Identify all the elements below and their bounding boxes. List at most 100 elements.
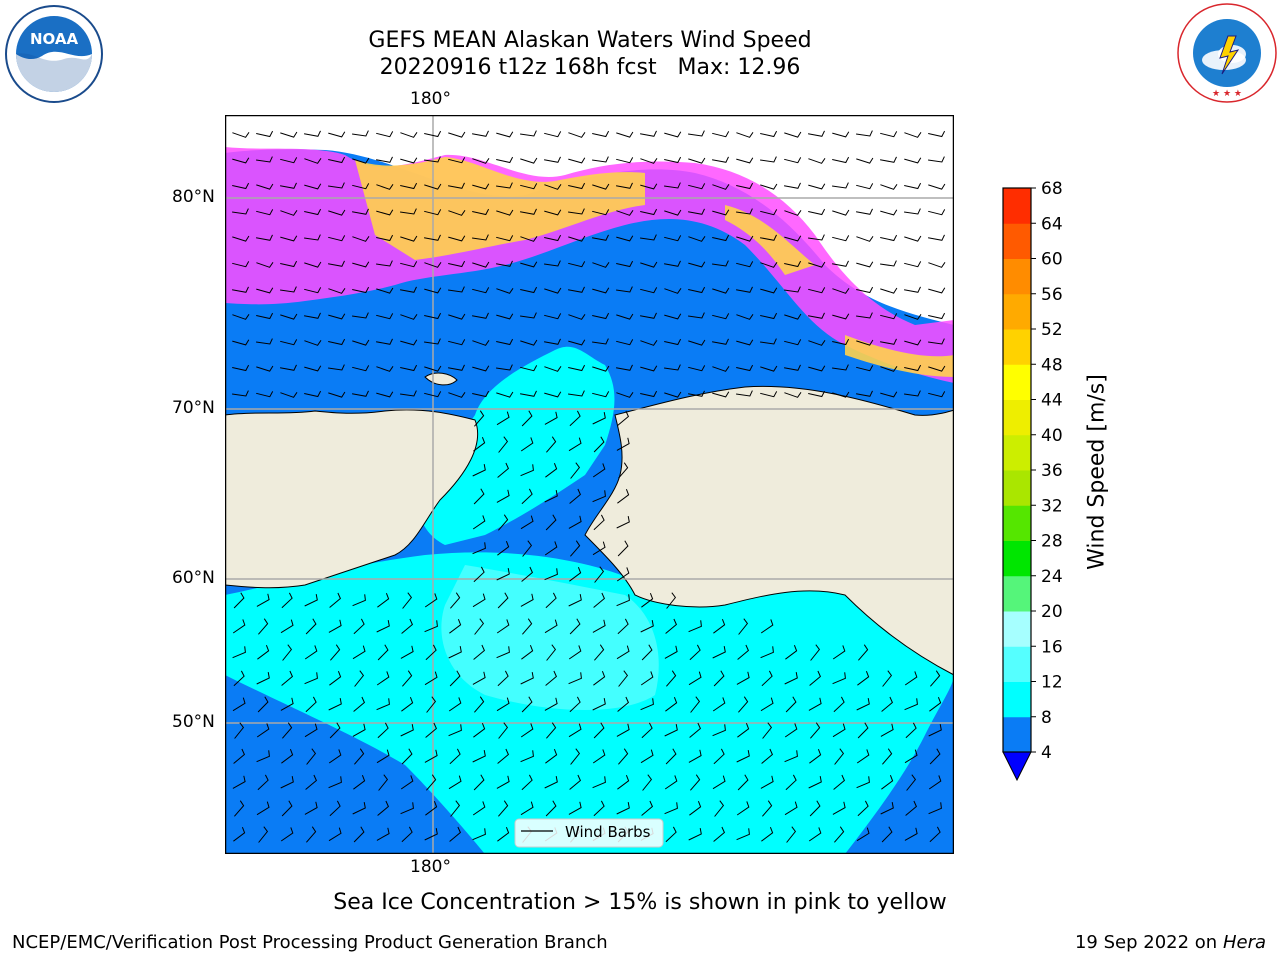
wind-barb: [640, 130, 657, 137]
wind-barb: [712, 775, 726, 790]
wind-barb: [353, 826, 365, 843]
wind-barb: [666, 670, 677, 687]
wind-barb: [928, 391, 946, 398]
wind-barb: [760, 287, 778, 294]
wind-barb: [617, 410, 630, 426]
wind-barb: [568, 261, 586, 268]
wind-barb: [497, 462, 510, 478]
wind-barb: [641, 800, 654, 816]
wind-barb: [496, 235, 514, 242]
wind-barb: [856, 183, 874, 190]
wind-barb: [401, 618, 414, 634]
wind-barb: [280, 235, 298, 242]
wind-barb: [712, 724, 726, 737]
wind-barb: [256, 365, 274, 372]
colorbar-segment: [1003, 399, 1031, 436]
wind-barb: [304, 672, 318, 685]
wind-barb: [521, 488, 533, 505]
wind-barb: [640, 287, 658, 294]
wind-barb: [616, 260, 634, 268]
wind-barb: [616, 339, 634, 346]
wind-barb: [808, 130, 825, 137]
wind-barb: [784, 157, 802, 164]
wind-barb: [305, 618, 317, 635]
wind-barb: [592, 156, 609, 163]
wind-barb: [496, 697, 510, 712]
wind-barb: [376, 131, 394, 138]
wind-barb: [424, 156, 441, 163]
colorbar-tick-label: 48: [1041, 355, 1063, 375]
wind-barb: [592, 287, 610, 294]
wind-barb: [592, 463, 606, 478]
wind-barb: [808, 827, 822, 842]
wind-barb: [640, 365, 658, 372]
wind-barb: [376, 234, 394, 242]
wind-barb: [592, 541, 606, 556]
wind-barb: [856, 749, 870, 764]
colorbar-segment: [1003, 575, 1031, 612]
wind-barb: [376, 287, 394, 294]
wind-barb: [664, 338, 682, 346]
wind-barb: [808, 340, 826, 346]
wind-barb: [593, 671, 606, 686]
lat-label-70: 70°N: [172, 398, 215, 418]
wind-barb: [880, 723, 894, 737]
wind-barb: [616, 157, 634, 164]
wind-barb: [256, 287, 274, 294]
colorbar-segment: [1003, 188, 1031, 224]
lat-label-80: 80°N: [172, 187, 215, 207]
wind-barb: [857, 800, 869, 817]
wind-barb: [928, 802, 942, 815]
wind-barb: [256, 156, 273, 163]
wind-barb: [280, 286, 297, 293]
wind-barb: [448, 339, 466, 346]
wind-barb: [690, 696, 701, 713]
wind-barb: [353, 775, 366, 790]
wind-barb: [521, 566, 534, 582]
wind-barb: [449, 826, 462, 842]
wind-barb: [425, 801, 438, 816]
wind-barb: [520, 723, 534, 738]
wind-barb: [616, 802, 630, 815]
wind-barb: [472, 287, 490, 294]
wind-barb: [280, 260, 298, 268]
wind-barb: [880, 131, 898, 138]
wind-barb: [761, 827, 774, 842]
wind-barb: [281, 749, 294, 764]
wind-barb: [616, 131, 634, 138]
wind-barb: [376, 749, 390, 764]
wind-barb: [520, 515, 534, 530]
wind-barb: [232, 697, 246, 712]
wind-barb: [256, 672, 270, 685]
wind-barb: [568, 339, 586, 346]
wind-barb: [258, 618, 269, 635]
wind-barb: [544, 541, 558, 556]
wind-barb: [520, 390, 537, 397]
wind-barb: [640, 390, 658, 398]
wind-barb: [496, 775, 510, 789]
wind-barb: [544, 391, 562, 398]
wind-barb: [570, 540, 581, 557]
colorbar: 4 8 12 16 20 24 28 32 36 40 44 48 52 56 60 64 68: [995, 179, 1095, 790]
wind-barb: [568, 390, 585, 397]
svg-text:★ ★ ★: ★ ★ ★: [1212, 89, 1242, 99]
wind-barb: [832, 672, 846, 685]
wind-barb: [472, 208, 490, 216]
wind-barb: [833, 696, 845, 713]
lon-label-top: 180°: [410, 89, 451, 109]
wind-barb: [377, 593, 390, 608]
wind-barb: [328, 209, 346, 216]
wind-barb: [592, 619, 606, 633]
colorbar-tick-label: 36: [1041, 461, 1063, 481]
wind-barb: [834, 826, 845, 843]
wind-barb: [664, 313, 682, 320]
colorbar-extend-arrow: [1002, 751, 1032, 782]
wind-barb: [880, 184, 898, 190]
wind-barb: [736, 208, 753, 215]
wind-barb: [256, 209, 274, 216]
wind-barb: [832, 313, 850, 320]
wind-barb: [712, 209, 730, 216]
wind-barb: [497, 592, 509, 609]
wind-barb: [929, 697, 942, 712]
wind-barb: [256, 593, 270, 607]
